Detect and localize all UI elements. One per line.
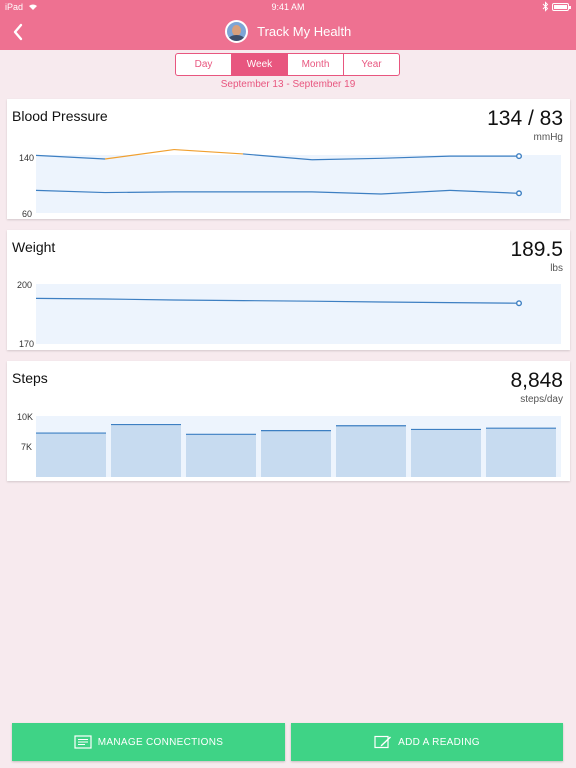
tab-week[interactable]: Week: [232, 54, 288, 75]
weight-chart: 200 170: [17, 280, 561, 349]
y-bottom-label: 170: [19, 339, 34, 349]
series-0-segment-1: [104, 148, 175, 160]
series-0-segment-2: [173, 299, 244, 302]
y-top-label: 10K: [17, 412, 33, 422]
series-1-segment-6: [449, 189, 520, 194]
y-top-label: 200: [17, 280, 32, 290]
manage-connections-label: MANAGE CONNECTIONS: [97, 736, 224, 748]
weight-card[interactable]: Weight 189.5 lbs 200 170: [7, 230, 570, 350]
avatar[interactable]: [224, 20, 248, 43]
bluetooth-icon: [542, 1, 549, 12]
plot-area: [36, 155, 561, 213]
add-reading-label: ADD A READING: [398, 736, 480, 748]
card-value: 134 / 83: [487, 107, 563, 130]
steps-chart: 10K 7K: [17, 412, 561, 477]
series-0-segment-0: [35, 154, 106, 160]
blood-pressure-card[interactable]: Blood Pressure 134 / 83 mmHg 140 60: [7, 99, 570, 219]
card-unit: lbs: [550, 263, 563, 274]
series-1-segment-1: [104, 191, 175, 194]
series-0-last-point: [516, 153, 523, 160]
tab-day[interactable]: Day: [176, 54, 232, 75]
card-title: Steps: [12, 370, 48, 386]
status-time: 9:41 AM: [271, 2, 305, 12]
battery-icon: [552, 3, 571, 11]
series-0-segment-1: [104, 298, 175, 301]
steps-bar-4: [336, 425, 406, 477]
series-0-segment-6: [449, 302, 520, 304]
card-value: 189.5: [510, 238, 563, 261]
series-1-last-point: [516, 190, 523, 197]
y-top-label: 140: [19, 153, 34, 163]
series-0-segment-5: [380, 301, 451, 304]
steps-bar-5: [411, 429, 481, 477]
series-0-segment-4: [311, 300, 382, 303]
back-chevron-icon[interactable]: [8, 20, 30, 44]
card-value: 8,848: [510, 369, 563, 392]
steps-bar-2: [186, 434, 256, 477]
series-1-segment-4: [311, 191, 382, 195]
card-unit: mmHg: [533, 132, 563, 143]
series-1-segment-5: [380, 189, 451, 195]
card-title: Blood Pressure: [12, 108, 108, 124]
series-0-segment-5: [380, 155, 451, 159]
series-0-last-point: [516, 300, 523, 307]
period-tabs: Day Week Month Year: [175, 53, 400, 76]
connections-list-icon: [74, 735, 92, 749]
steps-bar-6: [486, 428, 556, 477]
card-unit: steps/day: [520, 394, 563, 405]
y-bottom-label: 60: [22, 209, 32, 219]
series-0-segment-3: [242, 153, 313, 161]
edit-note-icon: [374, 735, 392, 749]
steps-bar-0: [36, 433, 106, 477]
series-0-segment-3: [242, 300, 313, 302]
plot-area: [36, 284, 561, 344]
nav-bar: Track My Health: [0, 14, 576, 50]
series-0-segment-4: [311, 157, 382, 161]
date-range: September 13 - September 19: [220, 79, 356, 90]
blood-pressure-chart: 140 60: [19, 148, 561, 219]
steps-bar-3: [261, 430, 331, 477]
page-title: Track My Health: [257, 24, 352, 39]
device-label: iPad: [5, 2, 24, 12]
tab-month[interactable]: Month: [288, 54, 344, 75]
manage-connections-button[interactable]: MANAGE CONNECTIONS: [12, 723, 285, 761]
tab-year[interactable]: Year: [361, 59, 382, 70]
series-1-segment-0: [35, 189, 106, 194]
wifi-icon: [29, 4, 37, 10]
series-0-segment-0: [35, 297, 106, 300]
add-reading-button[interactable]: ADD A READING: [291, 723, 563, 761]
y-mid-label: 7K: [21, 442, 32, 452]
status-bar: iPad 9:41 AM: [0, 0, 576, 14]
steps-bar-1: [111, 424, 181, 477]
nav-title-group: Track My Health: [0, 20, 576, 44]
series-0-segment-2: [173, 148, 244, 155]
card-title: Weight: [12, 239, 56, 255]
steps-card[interactable]: Steps 8,848 steps/day 10K 7K: [7, 361, 570, 481]
